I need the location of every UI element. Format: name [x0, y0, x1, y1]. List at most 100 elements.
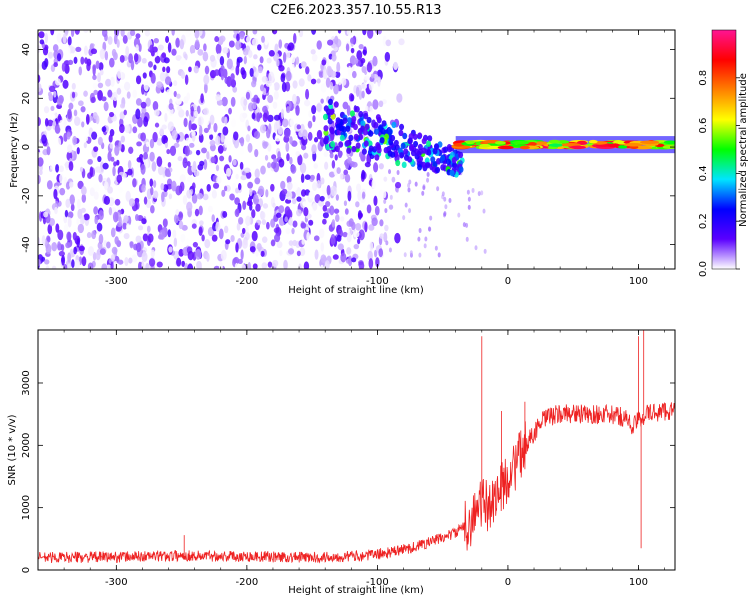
- spectrogram-cell: [663, 140, 675, 145]
- spectrogram-cell: [548, 143, 564, 147]
- spectrogram-cell: [41, 60, 48, 71]
- spectrogram-cell: [179, 57, 187, 66]
- spectrogram-cell: [387, 150, 393, 157]
- spectrogram-cell: [262, 203, 269, 209]
- spectrogram-cell: [135, 75, 142, 85]
- spectrogram-cell: [384, 133, 390, 140]
- spectrogram-cell: [83, 213, 90, 221]
- spectrogram-cell: [140, 101, 147, 109]
- spectrogram-cell: [78, 245, 85, 252]
- spectrogram-cell: [86, 232, 92, 239]
- spectrogram-cell: [296, 250, 301, 257]
- spectrogram-cell: [369, 241, 374, 251]
- spectrogram-cell: [277, 150, 281, 160]
- spectrogram-cell: [308, 191, 315, 199]
- spectrogram-cell: [178, 220, 184, 230]
- spectrogram-cell: [268, 50, 275, 57]
- spectrogram-cell: [152, 180, 157, 188]
- spectrogram-cell: [120, 30, 125, 37]
- spectrogram-cell: [370, 73, 375, 79]
- spectrogram-cell: [289, 118, 294, 128]
- spectrogram-cell: [235, 242, 239, 253]
- spectrogram-cell: [92, 251, 97, 261]
- spectrogram-cell: [326, 65, 333, 77]
- spectrogram-cell: [201, 234, 205, 242]
- spectrogram-cell: [285, 227, 291, 235]
- spectrogram-cell: [284, 216, 289, 223]
- spectrogram-cell: [394, 232, 401, 244]
- spectrogram-cell: [327, 98, 333, 106]
- spectrogram-cell: [110, 156, 115, 162]
- spectrogram-cell: [275, 58, 280, 67]
- spectrogram-cell: [93, 146, 99, 152]
- spectrogram-cell: [276, 241, 283, 249]
- spectrogram-cell: [38, 152, 42, 158]
- spectrogram-cell: [203, 127, 209, 134]
- spectrogram-cell: [135, 108, 141, 120]
- spectrogram-cell: [189, 44, 196, 55]
- spectrogram-cell: [376, 30, 382, 35]
- spectrogram-cell: [175, 185, 182, 196]
- spectrogram-cell: [383, 247, 390, 256]
- spectrogram-cell: [41, 235, 46, 247]
- spectrogram-cell: [251, 37, 259, 47]
- spectrogram-cell: [396, 93, 403, 103]
- spectrogram-cell: [399, 152, 405, 159]
- spectrogram-cell: [55, 163, 60, 173]
- spectrogram-cell: [213, 122, 218, 133]
- spectrogram-cell: [298, 30, 304, 38]
- spectrogram-cell: [374, 205, 380, 216]
- spectrogram-cell: [145, 141, 150, 148]
- spectrogram-cell: [178, 212, 183, 218]
- spectrogram-cell: [47, 223, 53, 235]
- spectrogram-cell: [109, 143, 114, 149]
- spectrogram-cell: [254, 222, 259, 229]
- spectrogram-cell: [168, 193, 173, 200]
- spectrogram-cell: [364, 123, 370, 130]
- spectrogram-cell: [286, 153, 290, 162]
- spectrogram-cell: [410, 149, 416, 157]
- spectrogram-cell: [351, 115, 357, 123]
- y-tick-label: -20: [21, 188, 32, 204]
- spectrogram-cell: [317, 200, 325, 207]
- spectrogram-cell: [332, 254, 339, 260]
- spectrogram-cell: [296, 209, 302, 217]
- spectrogram-cell: [70, 46, 76, 54]
- spectrogram-cell: [93, 206, 99, 215]
- spectrogram-cell: [285, 190, 293, 201]
- spectrogram-cell: [186, 189, 193, 199]
- spectrogram-cell: [310, 78, 317, 85]
- spectrogram-cell: [257, 185, 265, 197]
- spectrogram-cell: [234, 197, 240, 205]
- spectrogram-cell: [479, 143, 491, 148]
- spectrogram-cell: [378, 189, 384, 200]
- spectrogram-cell: [181, 224, 188, 231]
- spectrogram-cell: [44, 32, 49, 44]
- spectrogram-cell: [46, 146, 51, 156]
- spectrogram-cell: [173, 237, 178, 248]
- spectrogram-cell: [38, 44, 41, 54]
- spectrogram-cell: [296, 196, 302, 202]
- y-tick-label: -40: [21, 236, 32, 252]
- spectrogram-cell: [206, 252, 210, 262]
- spectrogram-cell: [71, 82, 76, 90]
- x-tick-label: -300: [105, 276, 128, 287]
- spectrogram-cell: [179, 38, 185, 50]
- snr-x-ticks: -300 -200 -100 0 100: [37, 330, 665, 588]
- spectrogram-cell: [372, 55, 378, 67]
- spectrogram-cell: [100, 69, 104, 76]
- spectrogram-cell: [71, 91, 76, 99]
- spectrogram-cell: [300, 189, 307, 197]
- spectrogram-cell: [51, 241, 58, 252]
- spectrogram-cell: [211, 189, 217, 199]
- spectrogram-cell: [261, 236, 268, 243]
- spectrogram-cell: [129, 30, 136, 37]
- spectrogram-cell: [111, 246, 118, 255]
- spectrogram-cell: [607, 143, 620, 148]
- spectrogram-cell: [94, 44, 99, 50]
- spectrogram-cell: [199, 125, 203, 136]
- spectrogram-cell: [214, 36, 220, 43]
- spectrogram-cell: [97, 72, 101, 83]
- spectrogram-cell: [245, 215, 251, 227]
- spectrogram-cell: [186, 201, 193, 212]
